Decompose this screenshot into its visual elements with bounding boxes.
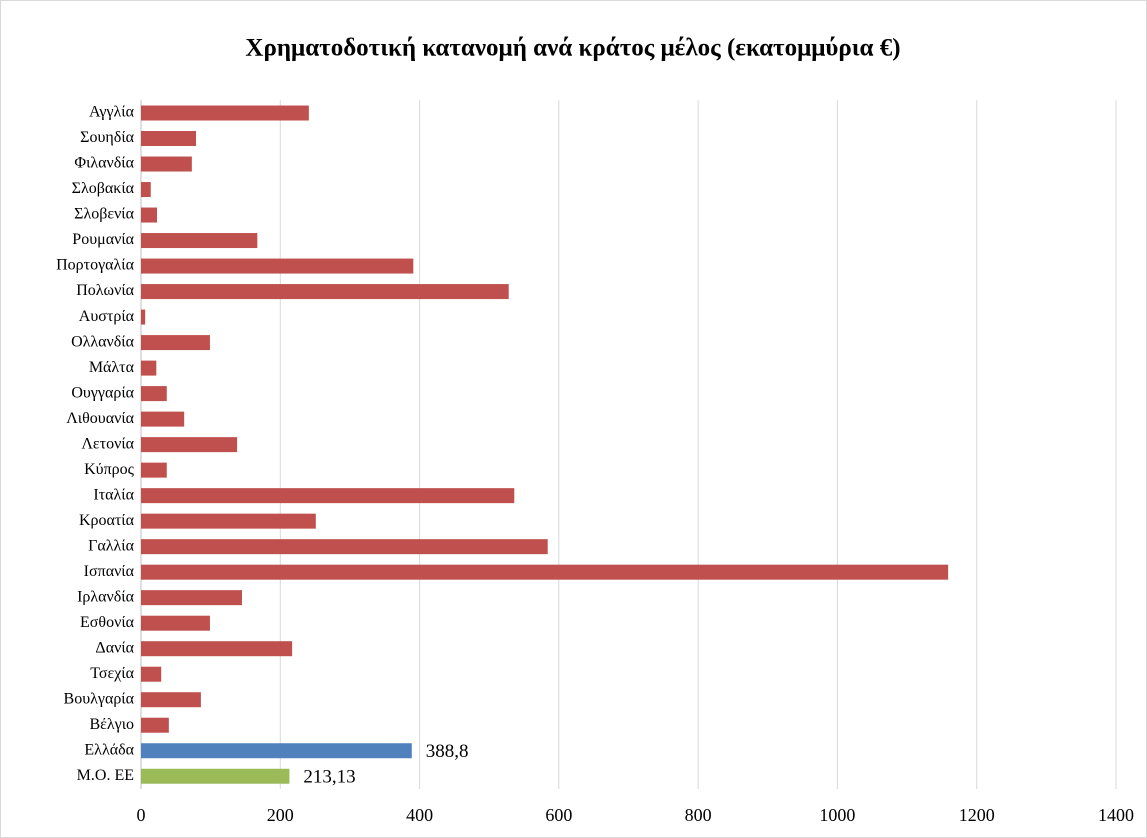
y-tick-label: Ελλάδα (84, 741, 134, 758)
chart-title: Χρηματοδοτική κατανομή ανά κράτος μέλος … (245, 35, 900, 62)
y-tick-label: Σλοβενία (74, 206, 134, 223)
x-tick-label: 0 (137, 805, 146, 825)
x-tick-label: 800 (685, 805, 712, 825)
y-tick-label: Ιταλία (93, 486, 134, 503)
y-tick-label: Κροατία (79, 512, 135, 529)
y-tick-label: Φιλανδία (74, 155, 134, 172)
bar (141, 692, 201, 708)
y-tick-label: Ολλανδία (71, 333, 135, 350)
y-tick-label: Λιθουανία (66, 410, 134, 427)
y-tick-label: Πορτογαλία (56, 257, 134, 274)
bar (141, 258, 414, 274)
y-tick-label: Τσεχία (90, 665, 134, 682)
y-tick-label: Σουηδία (80, 129, 134, 146)
bar (141, 233, 258, 249)
bar (141, 488, 515, 504)
x-tick-label: 1400 (1098, 805, 1134, 825)
bar (141, 590, 242, 606)
x-tick-label: 400 (406, 805, 433, 825)
bar (141, 386, 167, 402)
bar (141, 564, 949, 580)
bar (141, 768, 290, 784)
y-tick-label: Μάλτα (89, 359, 135, 376)
bar (141, 335, 210, 351)
bar (141, 309, 146, 325)
x-tick-label: 200 (267, 805, 294, 825)
bar (141, 360, 157, 376)
bar (141, 411, 185, 427)
bar (141, 717, 169, 733)
bar (141, 666, 162, 682)
bar (141, 182, 151, 198)
y-tick-label: Ρουμανία (72, 231, 134, 248)
y-tick-label: Σλοβακία (72, 180, 135, 197)
bar (141, 284, 509, 300)
bar (141, 131, 197, 147)
y-tick-label: Εσθονία (80, 614, 135, 631)
y-tick-label: Γαλλία (88, 537, 134, 554)
y-tick-label: Ουγγαρία (71, 384, 134, 401)
y-tick-label: Βουλγαρία (64, 690, 135, 707)
y-tick-label: Βέλγιο (89, 716, 134, 733)
y-tick-label: Ιρλανδία (77, 588, 135, 605)
bar (141, 156, 192, 172)
x-tick-label: 600 (545, 805, 572, 825)
bar (141, 437, 238, 453)
y-tick-label: Αγγλία (89, 104, 135, 121)
bar (141, 513, 316, 529)
bar (141, 462, 167, 478)
y-tick-label: Μ.Ο. ΕΕ (77, 767, 134, 784)
x-tick-label: 1000 (819, 805, 855, 825)
bar (141, 641, 293, 657)
bar (141, 105, 309, 121)
value-label: 213,13 (303, 767, 355, 788)
bar (141, 207, 158, 223)
bar (141, 743, 412, 759)
y-tick-label: Πολωνία (76, 282, 134, 299)
bar (141, 539, 548, 555)
x-tick-label: 1200 (959, 805, 995, 825)
y-tick-label: Ισπανία (84, 563, 135, 580)
bar (141, 615, 210, 631)
value-label: 388,8 (426, 741, 469, 762)
y-tick-label: Λετονία (81, 435, 134, 452)
y-tick-label: Αυστρία (79, 308, 135, 325)
y-tick-label: Κύπρος (84, 461, 135, 478)
y-tick-label: Δανία (95, 639, 134, 656)
